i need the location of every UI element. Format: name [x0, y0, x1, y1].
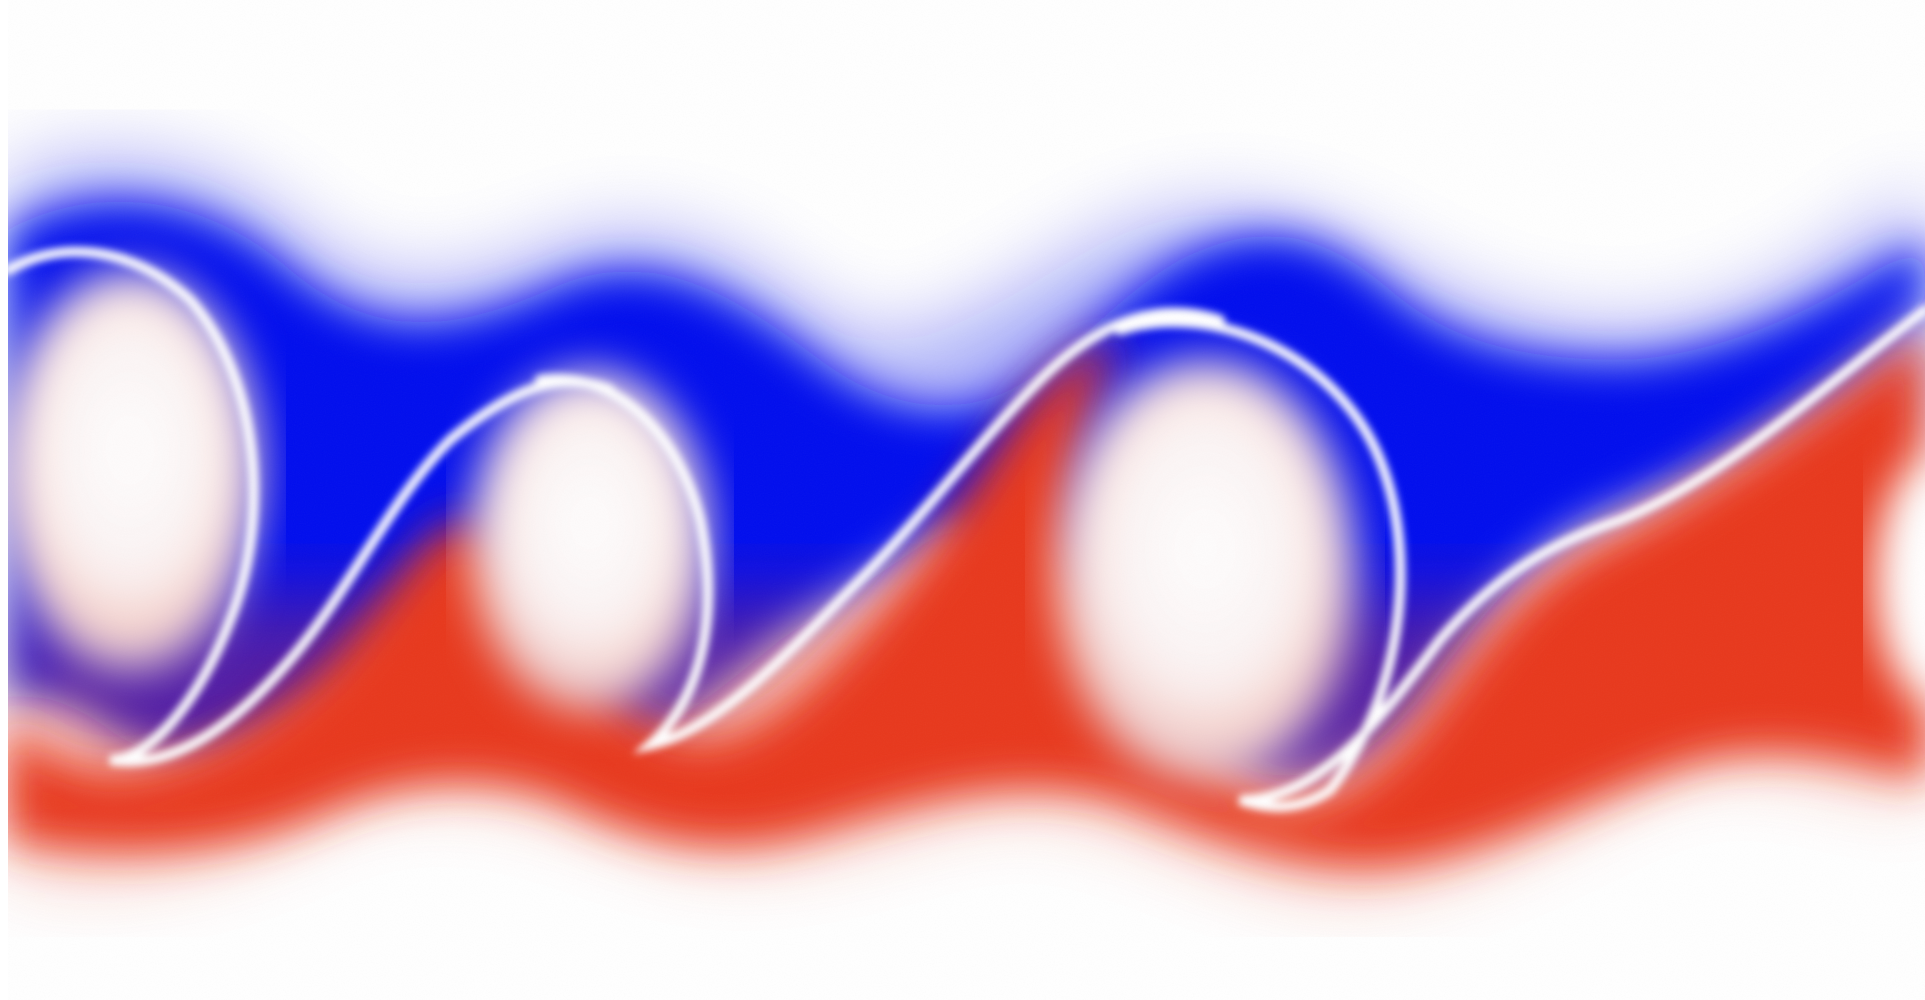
grain-overlay [8, 0, 1925, 1000]
kelvin-helmholtz-figure [8, 0, 1925, 1000]
